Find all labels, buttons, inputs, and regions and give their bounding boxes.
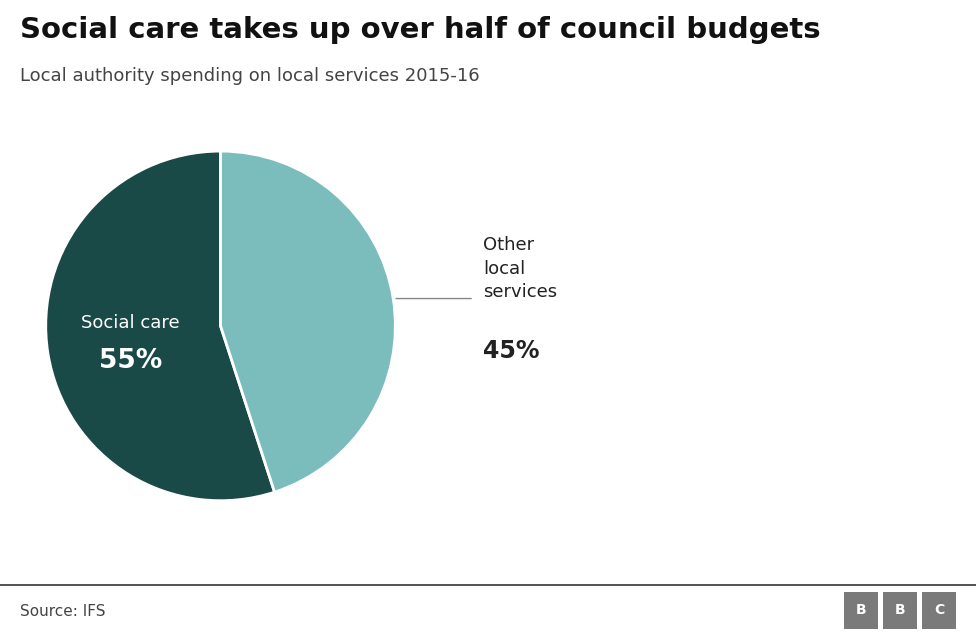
Wedge shape <box>46 151 274 501</box>
Bar <box>844 592 878 629</box>
Bar <box>883 592 917 629</box>
Text: B: B <box>856 603 867 617</box>
Text: Source: IFS: Source: IFS <box>20 604 105 619</box>
Text: C: C <box>934 603 945 617</box>
Text: Local authority spending on local services 2015-16: Local authority spending on local servic… <box>20 67 479 85</box>
Text: 55%: 55% <box>100 348 162 374</box>
Bar <box>922 592 956 629</box>
Text: Social care takes up over half of council budgets: Social care takes up over half of counci… <box>20 16 820 44</box>
Wedge shape <box>221 151 395 492</box>
Text: Social care: Social care <box>81 314 181 332</box>
Text: Other
local
services: Other local services <box>483 236 557 302</box>
Text: B: B <box>895 603 906 617</box>
Text: 45%: 45% <box>483 339 540 363</box>
